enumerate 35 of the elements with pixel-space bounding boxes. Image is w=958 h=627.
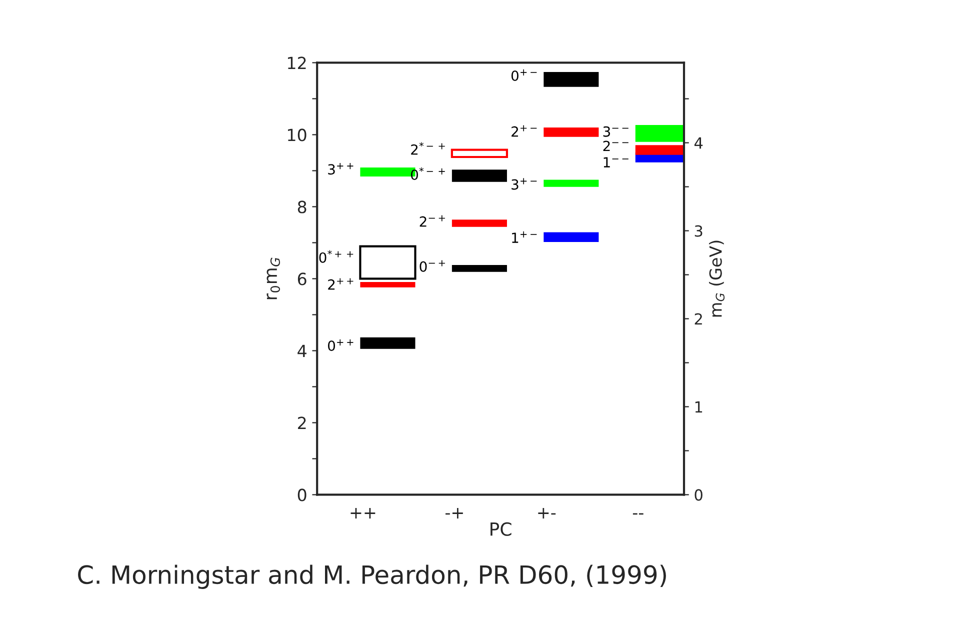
- annotation: 2$^{*−+}$: [411, 142, 445, 155]
- annotation: 0$^{−+}$: [420, 260, 445, 272]
- y2-tick-label: 4: [694, 137, 703, 149]
- x-tick-label: ++: [350, 508, 376, 518]
- annotation: 1$^{−−}$: [604, 157, 628, 168]
- y2-axis-title: m$_{G}$ (GeV): [709, 240, 725, 317]
- annotation: 2$^{+−}$: [512, 125, 537, 137]
- annotation: 2$^{−−}$: [603, 140, 628, 152]
- annotation: 2$^{−+}$: [420, 215, 445, 227]
- annotation: 0$^{++}$: [328, 339, 354, 352]
- x-tick-label: +-: [538, 508, 556, 518]
- annotation: 3$^{++}$: [328, 163, 354, 175]
- y2-tick-label: 2: [694, 313, 702, 325]
- annotation: 3$^{+−}$: [512, 178, 537, 190]
- y2-tick-label: 3: [694, 225, 702, 237]
- y-tick-label: 2: [298, 416, 306, 430]
- annotation: 1$^{+−}$: [512, 231, 537, 243]
- y-axis-title: r$_{0}$m$_{G}$: [266, 258, 280, 300]
- annotation: 0$^{+−}$: [511, 69, 537, 82]
- y-tick-label: 0: [298, 488, 306, 502]
- annotation: 0$^{*−+}$: [410, 167, 445, 180]
- y2-tick-label: 1: [695, 401, 702, 413]
- y-tick-label: 12: [288, 56, 306, 70]
- annotation: 3$^{−−}$: [603, 126, 628, 137]
- y2-tick-label: 0: [694, 489, 702, 501]
- x-axis-title: PC: [490, 522, 512, 536]
- y-tick-label: 4: [298, 344, 306, 358]
- text: C. Morningstar and M. Peardon, PR D60, (1999): [78, 564, 666, 589]
- annotation: 0$^{*++}$: [319, 250, 354, 263]
- y-tick-label: 6: [298, 272, 306, 286]
- y-tick-label: 8: [298, 200, 306, 214]
- x-tick-label: -+: [446, 508, 463, 518]
- x-tick-label: --: [632, 513, 644, 515]
- y-tick-label: 10: [288, 128, 306, 142]
- annotation: 2$^{++}$: [328, 278, 354, 290]
